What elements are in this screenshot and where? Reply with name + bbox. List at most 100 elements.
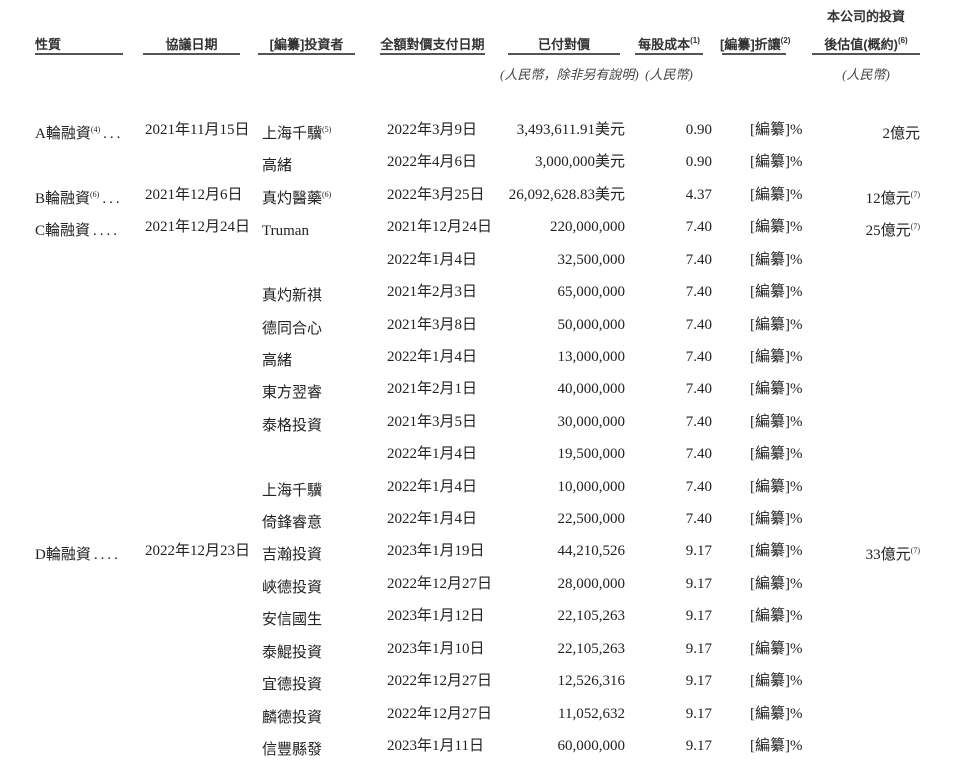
cell-discount: [編纂]% xyxy=(750,705,803,722)
cell-discount: [編纂]% xyxy=(750,251,803,268)
cell-paid: 10,000,000 xyxy=(557,478,626,495)
cell-nature xyxy=(35,282,145,306)
cell-pay-date: 2022年12月27日 xyxy=(387,575,493,592)
cell-discount: [編纂]% xyxy=(750,381,803,398)
cell-cost: 9.17 xyxy=(685,640,712,657)
cell-pay-date: 2022年4月6日 xyxy=(387,154,478,171)
cell-cost: 7.40 xyxy=(685,316,712,333)
cell-pay-date: 2022年3月25日 xyxy=(387,186,485,203)
cell-pay-date: 2021年3月5日 xyxy=(387,413,478,430)
cell-cost: 9.17 xyxy=(685,705,712,722)
cell-paid: 19,500,000 xyxy=(557,446,626,463)
header-full-payment-date: 全額對價支付日期 xyxy=(380,37,485,52)
cell-investor: 信豐縣發 xyxy=(262,741,323,758)
cell-discount: [編纂]% xyxy=(750,348,803,365)
cell-discount: [編纂]% xyxy=(750,284,803,301)
cell-pay-date: 2022年3月9日 xyxy=(387,122,478,138)
cell-paid: 3,493,611.91美元 xyxy=(516,122,625,138)
header-valuation-line1: 本公司的投資 xyxy=(826,9,905,24)
cell-paid: 3,000,000美元 xyxy=(534,154,625,171)
cell-cost: 7.40 xyxy=(685,348,712,365)
cell-pay-date: 2021年12月24日 xyxy=(387,219,493,236)
cell-nature: D輪融資.... xyxy=(35,547,121,564)
cell-nature: B輪融資(6)... xyxy=(35,189,123,207)
cell-discount: [編纂]% xyxy=(750,219,803,236)
cell-pay-date: 2023年1月12日 xyxy=(387,608,485,625)
cell-discount: [編纂]% xyxy=(750,122,803,138)
cell-date: 2021年12月24日 xyxy=(145,219,251,236)
cell-paid: 32,500,000 xyxy=(557,251,626,268)
header-divider xyxy=(258,53,355,55)
cell-discount: [編纂]% xyxy=(750,673,803,690)
cell-pay-date: 2022年1月4日 xyxy=(387,348,478,365)
cell-cost: 0.90 xyxy=(685,154,712,171)
cell-investor: Truman xyxy=(262,223,309,240)
cell-cost: 0.90 xyxy=(685,122,712,138)
cell-discount: [編纂]% xyxy=(750,478,803,495)
cell-paid: 220,000,000 xyxy=(550,219,625,236)
cell-pay-date: 2022年1月4日 xyxy=(387,511,478,528)
header-divider xyxy=(143,53,240,55)
cell-cost: 9.17 xyxy=(685,608,712,625)
header-valuation-line2: 後估值(概約)(6) xyxy=(824,36,908,52)
cell-investor: 峽德投資 xyxy=(262,579,323,596)
cell-investor: 麟德投資 xyxy=(262,709,323,726)
cell-investor: 上海千驥(5) xyxy=(262,125,332,142)
cell-investor: 真灼新祺 xyxy=(262,288,323,305)
cell-valuation: 33億元(7) xyxy=(865,546,920,564)
cell-paid: 40,000,000 xyxy=(557,381,626,398)
cell-nature xyxy=(35,477,145,501)
cell-nature xyxy=(35,379,145,403)
header-nature: 性質 xyxy=(35,37,62,52)
cell-nature xyxy=(35,315,145,339)
cell-cost: 9.17 xyxy=(685,575,712,592)
cell-discount: [編纂]% xyxy=(750,511,803,528)
cell-investor: 吉瀚投資 xyxy=(262,547,323,564)
cell-date: 2021年12月6日 xyxy=(145,186,243,203)
cell-paid: 13,000,000 xyxy=(557,348,626,365)
cell-pay-date: 2023年1月11日 xyxy=(387,737,484,754)
cell-date: 2021年11月15日 xyxy=(145,122,250,138)
cell-pay-date: 2023年1月19日 xyxy=(387,543,485,560)
cell-nature xyxy=(35,671,145,695)
header-divider xyxy=(635,53,703,55)
cell-pay-date: 2022年1月4日 xyxy=(387,478,478,495)
cell-discount: [編纂]% xyxy=(750,543,803,560)
cell-discount: [編纂]% xyxy=(750,608,803,625)
cell-cost: 9.17 xyxy=(685,673,712,690)
cell-nature xyxy=(35,639,145,663)
cell-paid: 22,105,263 xyxy=(557,640,626,657)
header-divider xyxy=(380,53,485,55)
cell-cost: 7.40 xyxy=(685,478,712,495)
cell-investor: 東方翌睿 xyxy=(262,385,323,402)
cell-investor: 高緒 xyxy=(262,352,293,369)
cell-paid: 60,000,000 xyxy=(557,737,626,754)
cell-cost: 7.40 xyxy=(685,219,712,236)
cell-paid: 22,500,000 xyxy=(557,511,626,528)
cell-cost: 9.17 xyxy=(685,543,712,560)
cell-paid: 50,000,000 xyxy=(557,316,626,333)
cell-cost: 9.17 xyxy=(685,737,712,754)
cell-nature xyxy=(35,509,145,533)
header-investor: [編纂]投資者 xyxy=(269,37,344,52)
cell-nature xyxy=(35,606,145,630)
cell-nature xyxy=(35,250,145,274)
cell-nature xyxy=(35,347,145,371)
cell-nature xyxy=(35,152,145,176)
cell-investor: 宜德投資 xyxy=(262,677,323,694)
cell-pay-date: 2021年3月8日 xyxy=(387,316,478,333)
cell-pay-date: 2021年2月3日 xyxy=(387,284,478,301)
header-divider xyxy=(508,53,620,55)
header-paid: 已付對價 xyxy=(537,37,590,52)
cell-pay-date: 2022年1月4日 xyxy=(387,446,478,463)
cell-pay-date: 2022年1月4日 xyxy=(387,251,478,268)
cell-nature: C輪融資.... xyxy=(35,223,121,240)
cell-nature: A輪融資(4)... xyxy=(35,125,124,142)
cell-discount: [編纂]% xyxy=(750,575,803,592)
paid-unit: (人民幣，除非另有說明) xyxy=(500,67,639,82)
cell-investor: 安信國生 xyxy=(262,612,323,629)
cell-investor: 泰鯤投資 xyxy=(262,644,323,661)
cell-pay-date: 2022年12月27日 xyxy=(387,673,493,690)
cell-date: 2022年12月23日 xyxy=(145,543,251,560)
cell-cost: 7.40 xyxy=(685,511,712,528)
